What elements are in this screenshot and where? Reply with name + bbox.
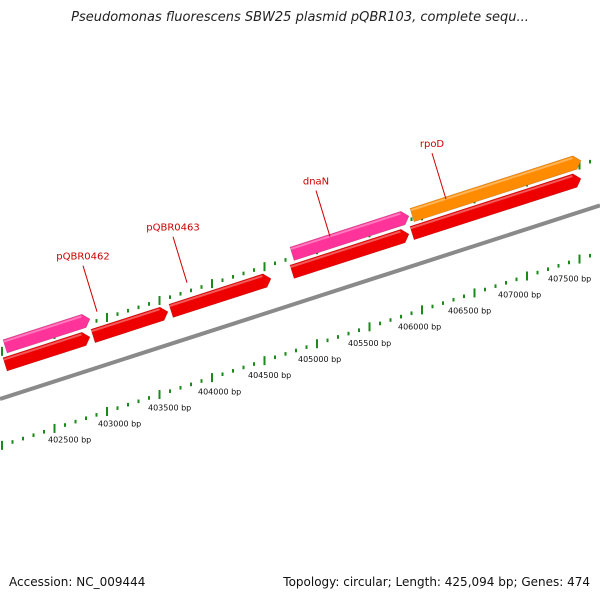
gene-label-leader <box>82 265 98 312</box>
gene-arrow-highlight <box>3 333 82 361</box>
gene-labels: pQBR0462 pQBR0463 dnaN rpoD <box>56 139 447 312</box>
scale-label: 402500 bp <box>48 436 91 445</box>
gene-arrow-highlight <box>290 212 401 250</box>
summary-text: Topology: circular; Length: 425,094 bp; … <box>283 575 590 589</box>
backbone-line <box>0 203 600 401</box>
gene-arrow <box>2 331 91 372</box>
gene-arrow-highlight <box>169 275 263 307</box>
gene-arrow <box>289 228 410 279</box>
scale-label: 403500 bp <box>148 403 191 412</box>
gene-label-leader <box>315 190 331 237</box>
scale-label: 407000 bp <box>498 290 541 299</box>
inner-tick-track <box>1 253 591 450</box>
scale-label: 407500 bp <box>548 274 591 283</box>
gene-label: pQBR0462 <box>56 252 109 263</box>
scale-label: 403000 bp <box>98 420 141 429</box>
gene-arrow <box>90 306 169 344</box>
gene-label: dnaN <box>303 177 329 188</box>
gene-label-leader <box>172 236 188 283</box>
scale-label: 404000 bp <box>198 387 241 396</box>
gene-arrow-highlight <box>91 308 160 333</box>
gene-arrow <box>2 313 91 354</box>
gene-arrow <box>168 273 272 318</box>
scale-label: 404500 bp <box>248 371 291 380</box>
gene-arrow-highlight <box>410 157 573 212</box>
gene-arrow-highlight <box>410 175 573 230</box>
map-title: Pseudomonas fluorescens SBW25 plasmid pQ… <box>71 10 529 25</box>
accession-text: Accession: NC_009444 <box>9 575 146 589</box>
gene-arrow <box>409 155 582 223</box>
gene-arrow-highlight <box>290 230 401 268</box>
gene-label: pQBR0463 <box>146 223 199 234</box>
gene-arrow <box>409 173 582 241</box>
scale-label: 405500 bp <box>348 339 391 348</box>
gene-tracks <box>2 155 582 372</box>
gene-label: rpoD <box>420 139 445 150</box>
scale-label: 406500 bp <box>448 307 491 316</box>
gene-label-leader <box>431 152 447 200</box>
scale-label: 405000 bp <box>298 355 341 364</box>
scale-label: 406000 bp <box>398 323 441 332</box>
gene-arrow <box>289 210 410 261</box>
scale-labels: 402500 bp 403000 bp 403500 bp 404000 bp 4045… <box>48 274 591 444</box>
gene-arrow-highlight <box>3 315 82 343</box>
